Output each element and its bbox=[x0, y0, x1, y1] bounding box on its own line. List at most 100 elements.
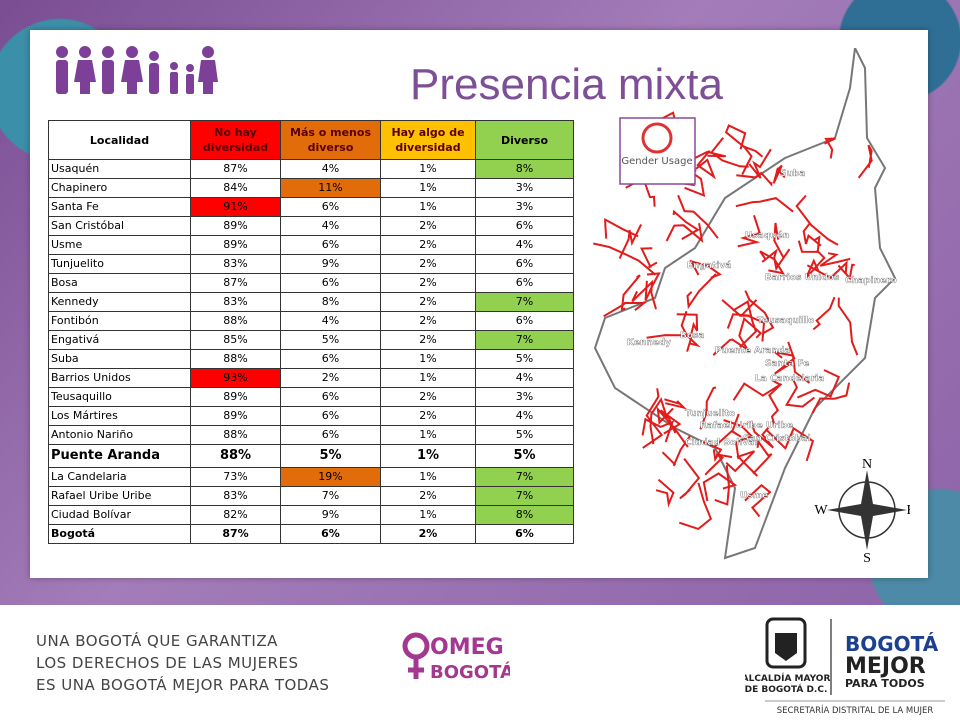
road bbox=[774, 341, 796, 375]
road bbox=[736, 171, 773, 187]
value-cell: 6% bbox=[280, 406, 381, 426]
table-row: San Cristóbal 89% 4% 2% 6% bbox=[48, 216, 574, 236]
value-cell: 4% bbox=[475, 235, 574, 255]
value-cell: 2% bbox=[280, 368, 381, 388]
value-cell: 6% bbox=[280, 273, 381, 293]
locality-cell: Puente Aranda bbox=[48, 444, 191, 468]
value-cell: 19% bbox=[280, 467, 381, 487]
value-cell: 2% bbox=[380, 235, 476, 255]
road bbox=[620, 274, 641, 312]
table-row: Ciudad Bolívar 82% 9% 1% 8% bbox=[48, 505, 574, 525]
value-cell: 7% bbox=[475, 486, 574, 506]
road bbox=[724, 124, 747, 150]
compass-e: E bbox=[906, 503, 910, 518]
road bbox=[741, 144, 764, 175]
road bbox=[714, 465, 731, 506]
value-cell: 7% bbox=[475, 330, 574, 350]
road bbox=[732, 300, 758, 348]
value-cell: 8% bbox=[475, 159, 574, 179]
value-cell: 83% bbox=[190, 292, 281, 312]
value-cell: 2% bbox=[380, 486, 476, 506]
value-cell: 6% bbox=[475, 216, 574, 236]
value-cell: 4% bbox=[280, 216, 381, 236]
locality-cell: Rafael Uribe Uribe bbox=[48, 486, 191, 506]
value-cell: 88% bbox=[190, 349, 281, 369]
value-cell: 2% bbox=[380, 311, 476, 331]
value-cell: 87% bbox=[190, 524, 281, 544]
road bbox=[732, 379, 783, 401]
value-cell: 1% bbox=[380, 368, 476, 388]
locality-cell: Suba bbox=[48, 349, 191, 369]
value-cell: 5% bbox=[475, 444, 574, 468]
value-cell: 88% bbox=[190, 425, 281, 445]
road bbox=[761, 248, 791, 272]
road bbox=[750, 420, 774, 449]
table-row: Suba 88% 6% 1% 5% bbox=[48, 349, 574, 369]
alcaldia-line: DE BOGOTÁ D.C. bbox=[745, 683, 827, 695]
value-cell: 9% bbox=[280, 505, 381, 525]
locality-cell: Chapinero bbox=[48, 178, 191, 198]
map-label: Barrios Unidos bbox=[765, 273, 839, 283]
value-cell: 7% bbox=[475, 292, 574, 312]
value-cell: 6% bbox=[280, 235, 381, 255]
map-label: Bosa bbox=[680, 331, 704, 341]
road bbox=[802, 222, 822, 247]
header-cell: Diverso bbox=[475, 120, 574, 160]
road bbox=[646, 334, 693, 352]
table-row: La Candelaria 73% 19% 1% 7% bbox=[48, 467, 574, 487]
road bbox=[857, 144, 873, 179]
locality-cell: Tunjuelito bbox=[48, 254, 191, 274]
table-row: Puente Aranda 88% 5% 1% 5% bbox=[48, 444, 574, 468]
table-row: Kennedy 83% 8% 2% 7% bbox=[48, 292, 574, 312]
header-cell: No hay diversidad bbox=[190, 120, 281, 160]
road bbox=[689, 259, 722, 279]
table: Localidad No hay diversidad Más o menos di… bbox=[48, 120, 574, 544]
road bbox=[837, 297, 859, 356]
road bbox=[744, 290, 775, 335]
value-cell: 7% bbox=[280, 486, 381, 506]
value-cell: 2% bbox=[380, 330, 476, 350]
road bbox=[768, 383, 783, 427]
locality-cell: Santa Fe bbox=[48, 197, 191, 217]
road bbox=[676, 313, 699, 337]
value-cell: 6% bbox=[475, 273, 574, 293]
map-label: Engativá bbox=[687, 261, 731, 271]
road bbox=[631, 279, 657, 310]
road bbox=[797, 369, 841, 399]
bogota-para: PARA TODOS bbox=[845, 677, 925, 690]
road bbox=[686, 273, 717, 310]
locality-cell: Engativá bbox=[48, 330, 191, 350]
value-cell: 73% bbox=[190, 467, 281, 487]
value-cell: 4% bbox=[280, 159, 381, 179]
locality-cell: Bogotá bbox=[48, 524, 191, 544]
header-cell: Hay algo de diversidad bbox=[380, 120, 476, 160]
slogan-line: LOS DERECHOS DE LAS MUJERES bbox=[36, 654, 299, 672]
locality-cell: Fontibón bbox=[48, 311, 191, 331]
compass-w: W bbox=[814, 503, 828, 518]
table-row: Bosa 87% 6% 2% 6% bbox=[48, 273, 574, 293]
road bbox=[712, 338, 749, 356]
road bbox=[812, 296, 836, 331]
value-cell: 1% bbox=[380, 444, 476, 468]
map: Gender Usage Suba Usaquén Engativá Barrios … bbox=[593, 48, 910, 566]
table-row: Rafael Uribe Uribe 83% 7% 2% 7% bbox=[48, 486, 574, 506]
road bbox=[593, 242, 657, 276]
value-cell: 6% bbox=[280, 387, 381, 407]
road bbox=[702, 441, 723, 463]
table-row: Usme 89% 6% 2% 4% bbox=[48, 235, 574, 255]
compass-s: S bbox=[863, 551, 871, 566]
road bbox=[680, 310, 701, 348]
road bbox=[714, 413, 742, 448]
value-cell: 91% bbox=[190, 197, 281, 217]
value-cell: 4% bbox=[280, 311, 381, 331]
value-cell: 4% bbox=[475, 406, 574, 426]
road bbox=[752, 439, 773, 475]
road bbox=[641, 417, 675, 443]
road bbox=[665, 223, 704, 243]
road bbox=[772, 164, 786, 184]
value-cell: 88% bbox=[190, 311, 281, 331]
table-row: Los Mártires 89% 6% 2% 4% bbox=[48, 406, 574, 426]
map-label: Rafael Uribe Uribe bbox=[700, 421, 793, 431]
slogan-line: ES UNA BOGOTÁ MEJOR PARA TODAS bbox=[36, 676, 330, 694]
locality-cell: Kennedy bbox=[48, 292, 191, 312]
